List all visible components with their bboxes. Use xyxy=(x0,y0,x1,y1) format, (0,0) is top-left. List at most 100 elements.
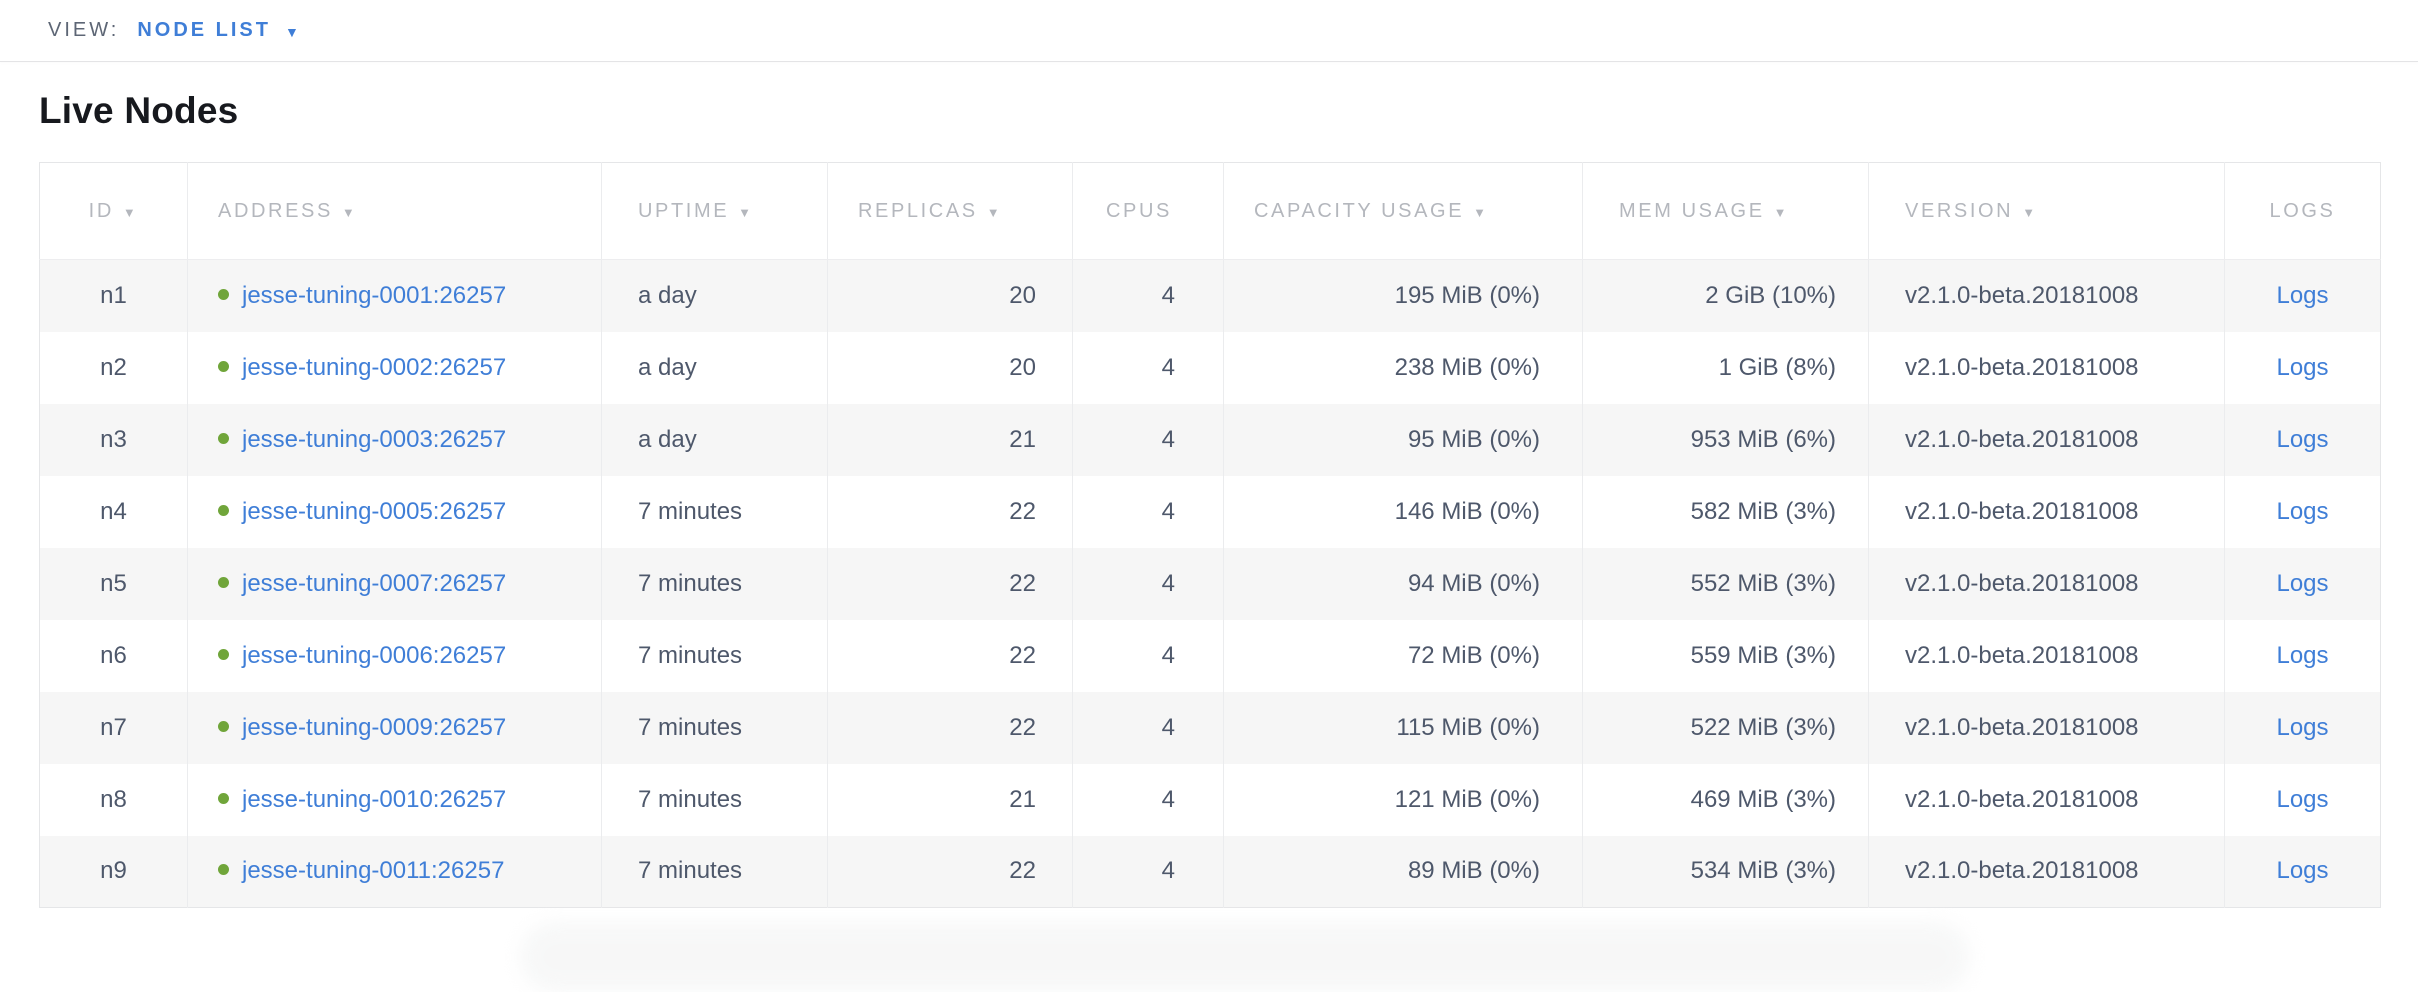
sort-desc-icon: ▼ xyxy=(2022,204,2038,220)
table-header-row: ID ▼ ADDRESS ▼ UPTIME ▼ REPLICAS ▼ CPUS CAPACITY … xyxy=(39,162,2381,260)
node-version-cell: v2.1.0-beta.20181008 xyxy=(1868,475,2225,548)
node-logs-link[interactable]: Logs xyxy=(2276,281,2329,309)
table-row-n8: n8 jesse-tuning-0010:26257 7 minutes 21 4 121… xyxy=(39,763,2381,836)
column-header-label: ADDRESS xyxy=(218,199,333,222)
node-capacity-cell: 95 MiB (0%) xyxy=(1223,403,1583,476)
node-replicas-cell: 20 xyxy=(827,259,1073,332)
node-status-healthy-icon xyxy=(218,864,229,876)
node-uptime-cell: 7 minutes xyxy=(601,547,828,620)
node-address-link[interactable]: jesse-tuning-0010:26257 xyxy=(242,785,507,813)
node-capacity-cell: 238 MiB (0%) xyxy=(1223,331,1583,404)
node-capacity-cell: 89 MiB (0%) xyxy=(1223,835,1583,908)
node-address-link[interactable]: jesse-tuning-0001:26257 xyxy=(242,281,507,309)
column-header-replicas[interactable]: REPLICAS ▼ xyxy=(827,162,1073,260)
sort-desc-icon: ▼ xyxy=(122,204,139,220)
column-header-cpus: CPUS xyxy=(1072,162,1224,260)
node-cpus-cell: 4 xyxy=(1072,259,1224,332)
column-header-version[interactable]: VERSION ▼ xyxy=(1868,162,2225,260)
node-logs-link[interactable]: Logs xyxy=(2276,425,2329,453)
node-logs-link[interactable]: Logs xyxy=(2276,713,2329,741)
view-selector-dropdown[interactable]: NODE LIST ▼ xyxy=(137,19,299,42)
column-header-mem[interactable]: MEM USAGE ▼ xyxy=(1582,162,1869,260)
node-address-link[interactable]: jesse-tuning-0007:26257 xyxy=(242,569,507,597)
node-address-link[interactable]: jesse-tuning-0005:26257 xyxy=(242,497,507,525)
node-address-cell: jesse-tuning-0001:26257 xyxy=(187,259,602,332)
column-header-logs: LOGS xyxy=(2224,162,2381,260)
node-uptime-cell: 7 minutes xyxy=(601,691,828,764)
table-row-n3: n3 jesse-tuning-0003:26257 a day 21 4 95 MiB … xyxy=(39,403,2381,476)
node-logs-link[interactable]: Logs xyxy=(2276,641,2329,669)
node-version-cell: v2.1.0-beta.20181008 xyxy=(1868,835,2225,908)
node-logs-link[interactable]: Logs xyxy=(2276,857,2329,885)
node-id-cell: n5 xyxy=(39,547,188,620)
node-cpus-cell: 4 xyxy=(1072,619,1224,692)
node-uptime-cell: a day xyxy=(601,403,828,476)
node-cpus-cell: 4 xyxy=(1072,835,1224,908)
node-uptime-cell: 7 minutes xyxy=(601,475,828,548)
node-address-cell: jesse-tuning-0005:26257 xyxy=(187,475,602,548)
node-replicas-cell: 22 xyxy=(827,475,1073,548)
column-header-label: MEM USAGE xyxy=(1619,199,1765,222)
node-address-link[interactable]: jesse-tuning-0002:26257 xyxy=(242,353,507,381)
column-header-capacity[interactable]: CAPACITY USAGE ▼ xyxy=(1223,162,1583,260)
node-address-cell: jesse-tuning-0009:26257 xyxy=(187,691,602,764)
node-address-link[interactable]: jesse-tuning-0011:26257 xyxy=(242,857,505,885)
node-logs-link[interactable]: Logs xyxy=(2276,353,2329,381)
table-row-n6: n6 jesse-tuning-0006:26257 7 minutes 22 4 72 … xyxy=(39,619,2381,692)
node-mem-cell: 953 MiB (6%) xyxy=(1582,403,1869,476)
table-row-n2: n2 jesse-tuning-0002:26257 a day 20 4 238 MiB… xyxy=(39,331,2381,404)
node-id-cell: n1 xyxy=(39,259,188,332)
node-address-link[interactable]: jesse-tuning-0009:26257 xyxy=(242,713,507,741)
node-logs-cell: Logs xyxy=(2225,620,2381,692)
node-mem-cell: 582 MiB (3%) xyxy=(1582,475,1869,548)
node-status-healthy-icon xyxy=(218,360,229,372)
node-address-link[interactable]: jesse-tuning-0003:26257 xyxy=(242,425,507,453)
node-capacity-cell: 146 MiB (0%) xyxy=(1223,475,1583,548)
node-id-cell: n9 xyxy=(39,835,188,908)
column-header-label: ID xyxy=(88,199,114,222)
node-address-cell: jesse-tuning-0010:26257 xyxy=(187,763,602,836)
column-header-label: CPUS xyxy=(1106,199,1172,222)
node-status-healthy-icon xyxy=(218,504,229,516)
node-replicas-cell: 22 xyxy=(827,835,1073,908)
table-row-n1: n1 jesse-tuning-0001:26257 a day 20 4 195 MiB… xyxy=(39,259,2381,332)
table-body: n1 jesse-tuning-0001:26257 a day 20 4 195 MiB… xyxy=(39,259,2381,908)
node-status-healthy-icon xyxy=(218,432,229,444)
live-nodes-table: ID ▼ ADDRESS ▼ UPTIME ▼ REPLICAS ▼ CPUS CAPACITY … xyxy=(39,162,2381,908)
column-header-label: UPTIME xyxy=(638,199,730,222)
node-logs-cell: Logs xyxy=(2225,548,2381,620)
sort-desc-icon: ▼ xyxy=(1473,204,1489,220)
node-address-cell: jesse-tuning-0002:26257 xyxy=(187,331,602,404)
node-version-cell: v2.1.0-beta.20181008 xyxy=(1868,691,2225,764)
node-replicas-cell: 21 xyxy=(827,403,1073,476)
table-row-n4: n4 jesse-tuning-0005:26257 7 minutes 22 4 146… xyxy=(39,475,2381,548)
column-header-uptime[interactable]: UPTIME ▼ xyxy=(601,162,828,260)
node-status-healthy-icon xyxy=(218,720,229,732)
table-row-n7: n7 jesse-tuning-0009:26257 7 minutes 22 4 115… xyxy=(39,691,2381,764)
node-version-cell: v2.1.0-beta.20181008 xyxy=(1868,403,2225,476)
node-logs-cell: Logs xyxy=(2225,836,2381,908)
node-version-cell: v2.1.0-beta.20181008 xyxy=(1868,259,2225,332)
node-logs-link[interactable]: Logs xyxy=(2276,785,2329,813)
node-status-healthy-icon xyxy=(218,288,229,300)
node-uptime-cell: 7 minutes xyxy=(601,835,828,908)
node-logs-link[interactable]: Logs xyxy=(2276,569,2329,597)
node-replicas-cell: 21 xyxy=(827,763,1073,836)
column-header-label: VERSION xyxy=(1905,199,2014,222)
live-nodes-section: ID ▼ ADDRESS ▼ UPTIME ▼ REPLICAS ▼ CPUS CAPACITY … xyxy=(39,162,2418,908)
column-header-address[interactable]: ADDRESS ▼ xyxy=(187,162,602,260)
node-uptime-cell: a day xyxy=(601,259,828,332)
table-row-n9: n9 jesse-tuning-0011:26257 7 minutes 22 4 89 … xyxy=(39,835,2381,908)
node-cpus-cell: 4 xyxy=(1072,691,1224,764)
column-header-label: CAPACITY USAGE xyxy=(1254,199,1465,222)
node-logs-link[interactable]: Logs xyxy=(2276,497,2329,525)
node-id-cell: n7 xyxy=(39,691,188,764)
node-replicas-cell: 22 xyxy=(827,547,1073,620)
node-address-link[interactable]: jesse-tuning-0006:26257 xyxy=(242,641,507,669)
node-version-cell: v2.1.0-beta.20181008 xyxy=(1868,619,2225,692)
node-id-cell: n2 xyxy=(39,331,188,404)
node-mem-cell: 552 MiB (3%) xyxy=(1582,547,1869,620)
node-id-cell: n3 xyxy=(39,403,188,476)
node-cpus-cell: 4 xyxy=(1072,763,1224,836)
column-header-id[interactable]: ID ▼ xyxy=(39,162,188,260)
